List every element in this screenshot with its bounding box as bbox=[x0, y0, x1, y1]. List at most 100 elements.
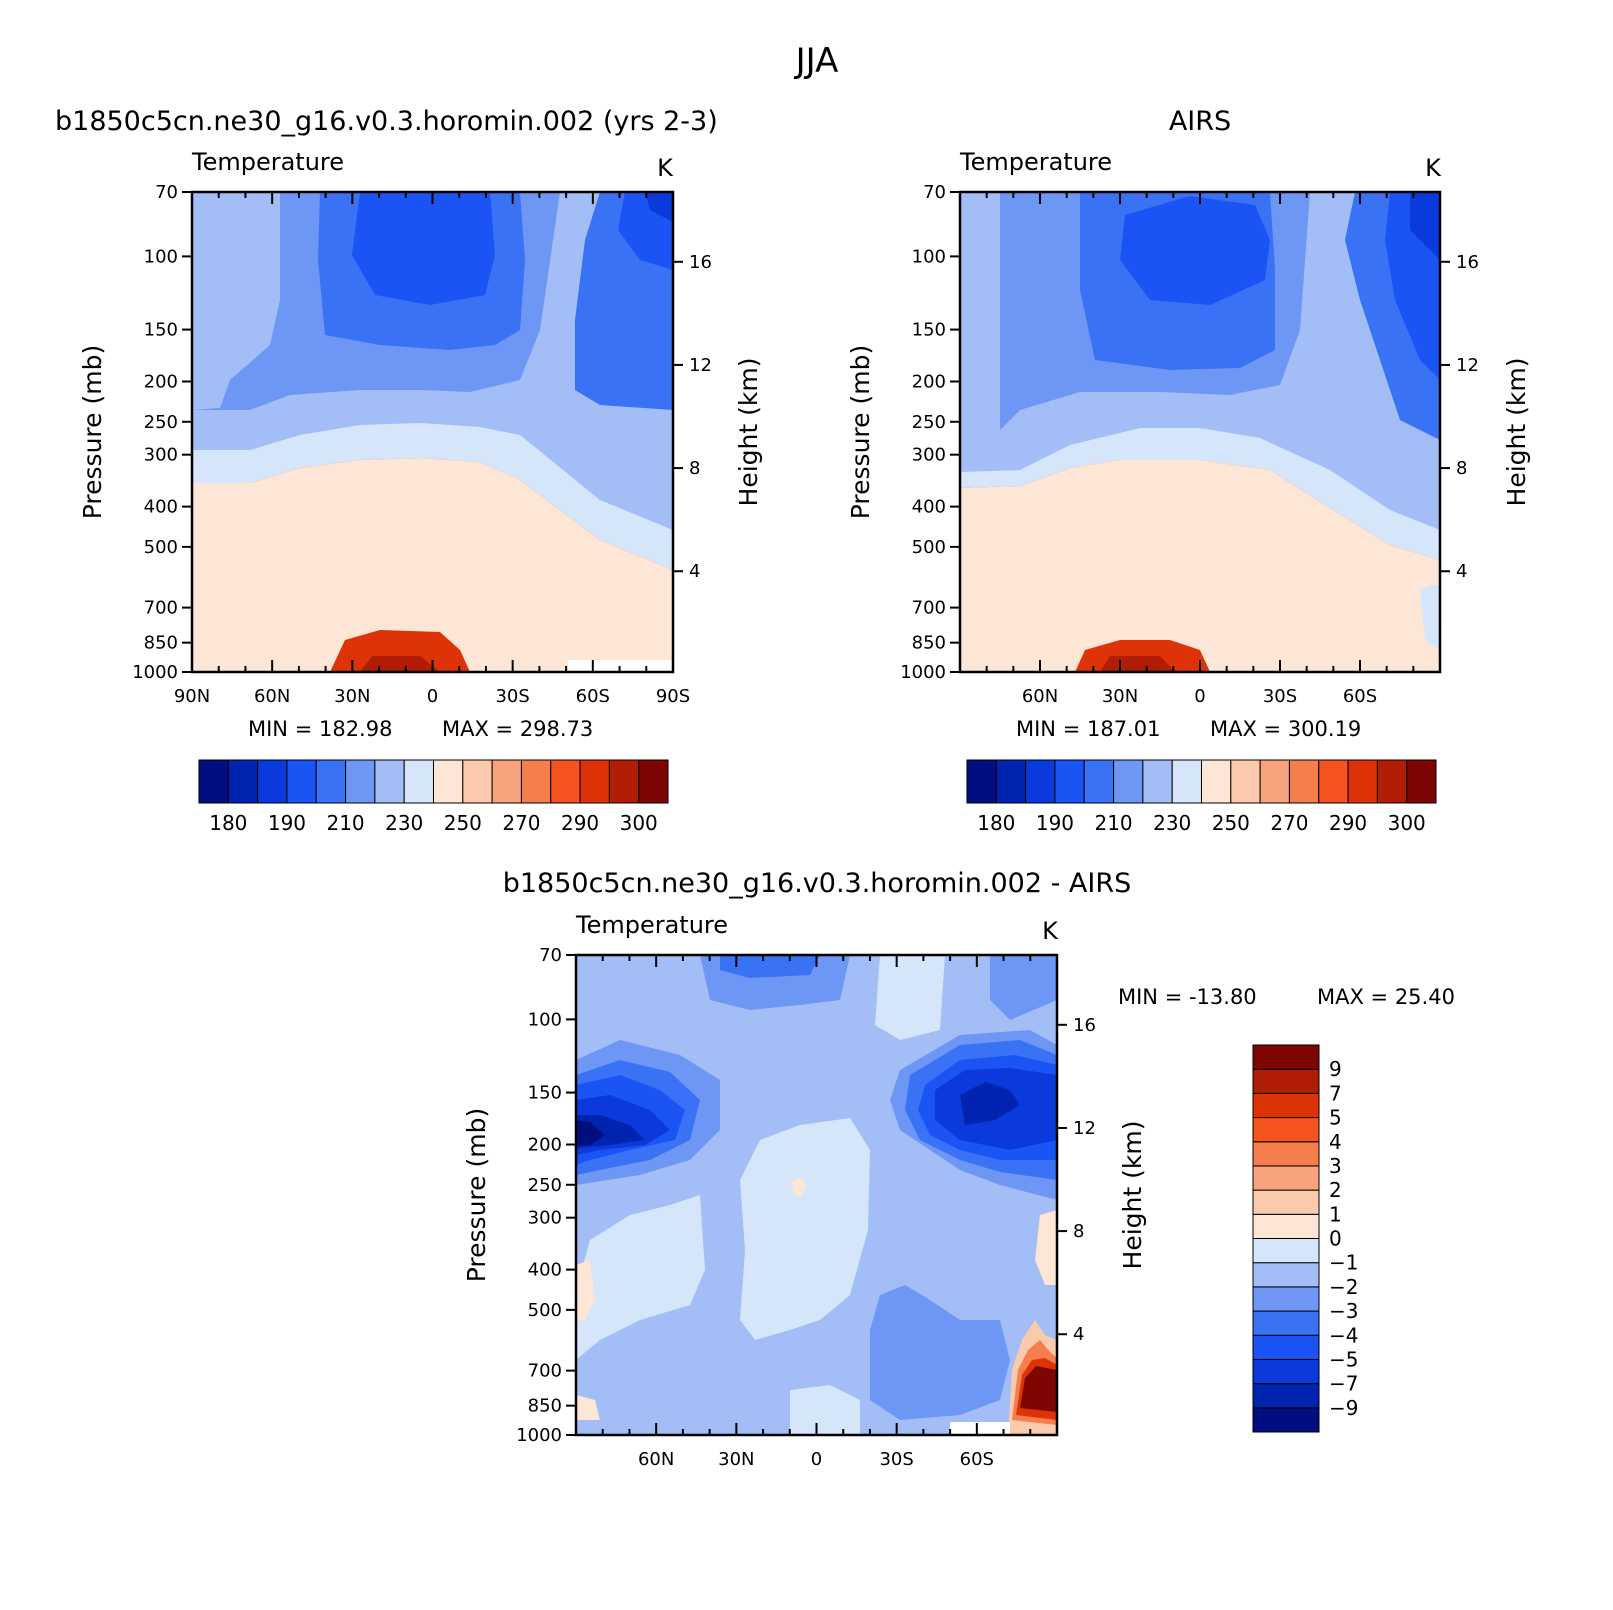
y-tick-label: 250 bbox=[528, 1175, 562, 1196]
field-band bbox=[576, 1260, 595, 1320]
colorbar-swatch bbox=[1252, 1407, 1320, 1433]
colorbar-swatch bbox=[995, 759, 1027, 804]
colorbar-label: −3 bbox=[1329, 1299, 1358, 1323]
field-band bbox=[792, 1177, 807, 1198]
y2-tick-label: 8 bbox=[1456, 458, 1467, 479]
panel-difference-field bbox=[576, 955, 1057, 1435]
colorbar-label: −2 bbox=[1329, 1275, 1358, 1299]
panel-airs-ticks: 60N 30N 0 30S 60S 70 100 150 200 250 300 400 500 700 8… bbox=[900, 182, 1479, 707]
field-band bbox=[790, 1385, 860, 1435]
colorbar-swatch bbox=[579, 759, 610, 804]
colorbar-label: −1 bbox=[1329, 1251, 1358, 1275]
colorbar-swatch bbox=[1252, 1068, 1320, 1094]
colorbar-swatch bbox=[1252, 1238, 1320, 1264]
max-label: MAX = 300.19 bbox=[1210, 717, 1361, 741]
field-band bbox=[192, 192, 280, 410]
y-tick-label: 150 bbox=[144, 320, 178, 341]
colorbar-label: 290 bbox=[1329, 811, 1367, 835]
colorbar-label: 190 bbox=[1036, 811, 1074, 835]
colorbar-swatch bbox=[608, 759, 640, 804]
panel-model: b1850c5cn.ne30_g16.v0.3.horomin.002 (yrs… bbox=[55, 106, 763, 835]
colorbar-label: 290 bbox=[561, 811, 599, 835]
y2-tick-label: 4 bbox=[1073, 1324, 1084, 1345]
field-band bbox=[870, 1285, 1010, 1420]
y-tick-label: 500 bbox=[912, 537, 946, 558]
y-tick-label: 70 bbox=[923, 182, 946, 203]
x-tick-label: 30N bbox=[718, 1449, 754, 1470]
y-tick-label: 400 bbox=[144, 497, 178, 518]
colorbar-swatch bbox=[1318, 759, 1349, 804]
x-tick-label: 30S bbox=[879, 1449, 913, 1470]
colorbar-swatch bbox=[1288, 759, 1320, 804]
field-band bbox=[645, 192, 673, 222]
y-tick-label: 150 bbox=[528, 1083, 562, 1104]
y-axis-label: Pressure (mb) bbox=[846, 345, 875, 519]
colorbar-label: 1 bbox=[1329, 1202, 1342, 1226]
colorbar-swatch bbox=[433, 759, 464, 804]
field-band bbox=[576, 1120, 605, 1146]
y-axis-label: Pressure (mb) bbox=[462, 1108, 491, 1282]
field-band bbox=[990, 955, 1057, 1020]
colorbar-swatch bbox=[345, 759, 376, 804]
panel-airs-variable: Temperature bbox=[959, 148, 1112, 176]
min-label: MIN = 182.98 bbox=[248, 717, 392, 741]
colorbar-swatch bbox=[1252, 1141, 1320, 1167]
colorbar-label: 5 bbox=[1329, 1106, 1342, 1130]
colorbar-swatch bbox=[1252, 1044, 1320, 1070]
max-label: MAX = 298.73 bbox=[442, 717, 593, 741]
colorbar-swatch bbox=[1252, 1189, 1320, 1215]
panel-difference-variable: Temperature bbox=[575, 911, 728, 939]
y-tick-label: 700 bbox=[144, 598, 178, 619]
panel-difference-title: b1850c5cn.ne30_g16.v0.3.horomin.002 - AI… bbox=[503, 868, 1132, 899]
panel-model-variable: Temperature bbox=[191, 148, 344, 176]
field-band bbox=[576, 1395, 600, 1420]
panel-airs-title: AIRS bbox=[1169, 106, 1231, 137]
y-tick-label: 100 bbox=[912, 246, 946, 267]
colorbar-swatch bbox=[520, 759, 552, 804]
y-tick-label: 70 bbox=[155, 182, 178, 203]
colorbar-label: 180 bbox=[977, 811, 1015, 835]
x-tick-label: 60S bbox=[960, 1449, 994, 1470]
y2-tick-label: 8 bbox=[1073, 1221, 1084, 1242]
colorbar-label: 4 bbox=[1329, 1130, 1342, 1154]
field-band bbox=[1410, 192, 1440, 260]
y-tick-label: 400 bbox=[528, 1260, 562, 1281]
colorbar-label: 300 bbox=[620, 811, 658, 835]
y-tick-label: 850 bbox=[528, 1396, 562, 1417]
colorbar-label: 180 bbox=[209, 811, 247, 835]
colorbar-swatch bbox=[1113, 759, 1144, 804]
colorbar-label: −4 bbox=[1329, 1323, 1358, 1347]
colorbar-label: 210 bbox=[326, 811, 364, 835]
colorbar-swatch bbox=[491, 759, 522, 804]
panel-difference-units: K bbox=[1042, 917, 1059, 945]
colorbar-label: 3 bbox=[1329, 1154, 1342, 1178]
colorbar-label: 210 bbox=[1094, 811, 1132, 835]
colorbar-swatch bbox=[1252, 1092, 1320, 1119]
colorbar-swatch bbox=[1252, 1117, 1320, 1143]
colorbar-swatch bbox=[1406, 759, 1437, 804]
y2-axis-label: Height (km) bbox=[1502, 358, 1531, 507]
y-tick-label: 200 bbox=[912, 371, 946, 392]
colorbar-label: −7 bbox=[1329, 1372, 1358, 1396]
field-band bbox=[720, 955, 820, 978]
field-band bbox=[1020, 1366, 1057, 1412]
x-tick-label: 0 bbox=[811, 1449, 822, 1470]
y-tick-label: 500 bbox=[528, 1300, 562, 1321]
colorbar-label: 230 bbox=[385, 811, 423, 835]
colorbar-swatch bbox=[286, 759, 317, 804]
x-tick-label: 30N bbox=[334, 686, 370, 707]
y-tick-label: 250 bbox=[912, 412, 946, 433]
y-tick-label: 200 bbox=[528, 1134, 562, 1155]
panel-model-field bbox=[192, 192, 673, 672]
y2-tick-label: 4 bbox=[1456, 561, 1467, 582]
colorbar: 180 190 210 230 250 270 290 300 bbox=[966, 759, 1437, 835]
y-tick-label: 1000 bbox=[900, 662, 946, 683]
y-tick-label: 850 bbox=[144, 633, 178, 654]
x-tick-label: 60N bbox=[638, 1449, 674, 1470]
colorbar-swatch bbox=[315, 759, 347, 804]
y-tick-label: 100 bbox=[528, 1009, 562, 1030]
panel-model-title: b1850c5cn.ne30_g16.v0.3.horomin.002 (yrs… bbox=[55, 106, 718, 137]
x-tick-label: 60N bbox=[254, 686, 290, 707]
